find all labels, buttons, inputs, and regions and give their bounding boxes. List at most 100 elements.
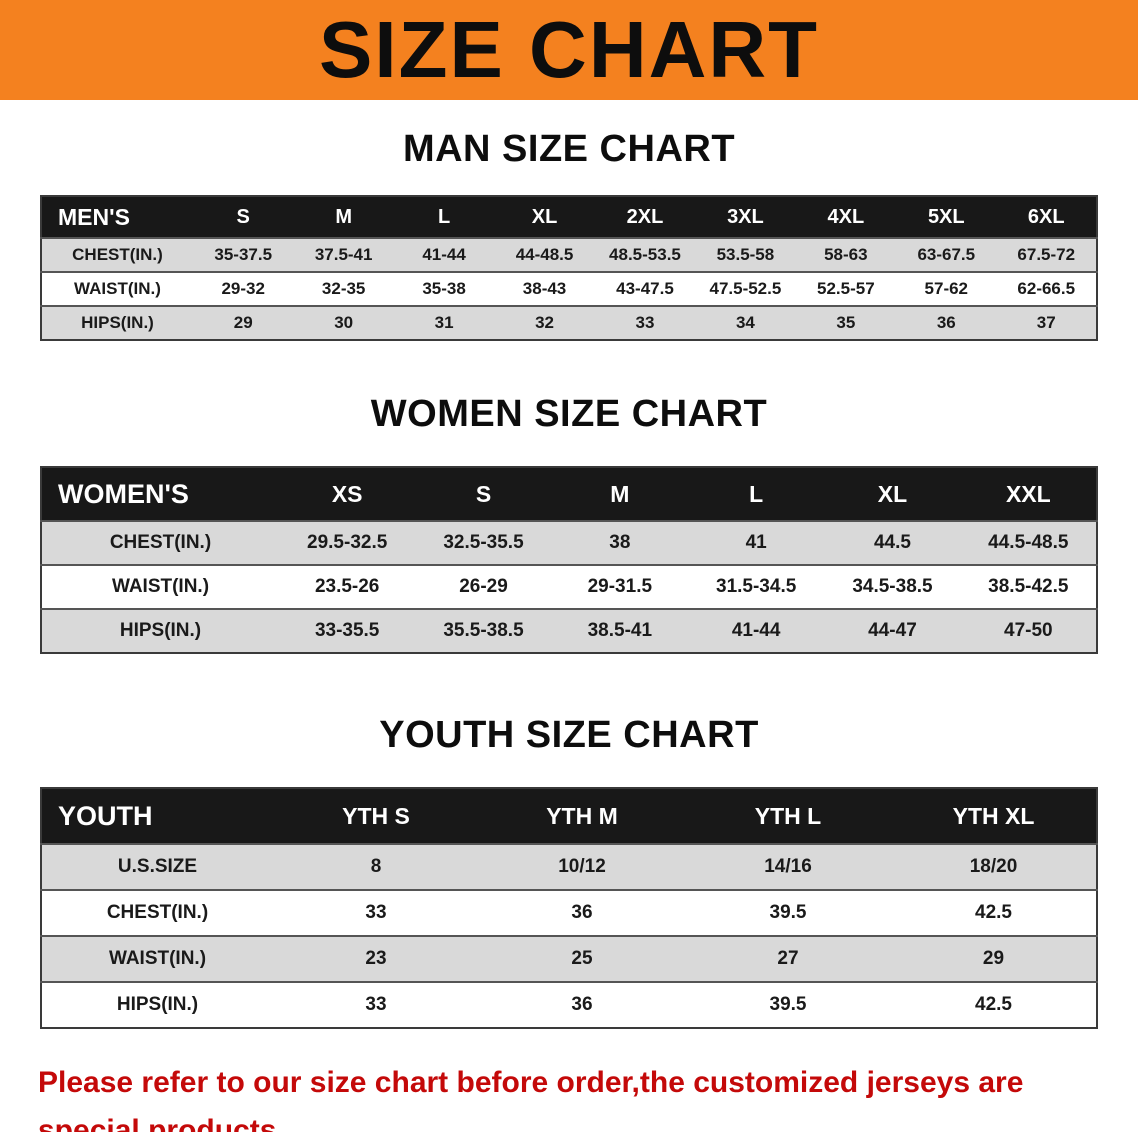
youth-size-chart-heading: YOUTH SIZE CHART: [379, 714, 759, 756]
value-cell: 39.5: [685, 981, 891, 1028]
table-row: CHEST(IN.) 35-37.5 37.5-41 41-44 44-48.5 48.5…: [41, 237, 1097, 272]
value-cell: 44.5-48.5: [960, 520, 1097, 565]
row-label-cell: HIPS(IN.): [41, 608, 279, 653]
value-cell: 29.5-32.5: [279, 520, 416, 565]
size-header-cell: 4XL: [795, 196, 897, 238]
value-cell: 30: [293, 305, 394, 340]
value-cell: 37: [996, 305, 1097, 340]
value-cell: 36: [896, 305, 997, 340]
value-cell: 38.5-41: [551, 608, 688, 653]
value-cell: 58-63: [795, 237, 897, 272]
size-header-cell: XL: [824, 467, 961, 521]
value-cell: 44-48.5: [494, 237, 595, 272]
value-cell: 35.5-38.5: [415, 608, 552, 653]
table-header-row: MEN'S S M L XL 2XL 3XL 4XL 5XL 6XL: [41, 196, 1097, 238]
value-cell: 38-43: [494, 271, 595, 306]
youth-size-table: YOUTH YTH S YTH M YTH L YTH XL U.S.SIZE 8 10/12…: [40, 787, 1098, 1029]
table-row: HIPS(IN.) 33 36 39.5 42.5: [41, 981, 1097, 1028]
size-header-cell: L: [687, 467, 825, 521]
table-row: HIPS(IN.) 33-35.5 35.5-38.5 38.5-41 41-44 44-…: [41, 608, 1097, 653]
value-cell: 43-47.5: [594, 271, 696, 306]
size-chart-banner: SIZE CHART: [0, 0, 1138, 100]
value-cell: 33: [594, 305, 696, 340]
size-header-cell: S: [193, 196, 294, 238]
size-header-cell: L: [393, 196, 495, 238]
size-header-cell: S: [415, 467, 552, 521]
value-cell: 29-32: [193, 271, 294, 306]
value-cell: 37.5-41: [293, 237, 394, 272]
size-header-cell: XS: [279, 467, 416, 521]
size-header-cell: 3XL: [695, 196, 796, 238]
value-cell: 42.5: [891, 889, 1097, 936]
table-row: U.S.SIZE 8 10/12 14/16 18/20: [41, 843, 1097, 890]
value-cell: 14/16: [685, 843, 891, 890]
value-cell: 34: [695, 305, 796, 340]
row-label-cell: HIPS(IN.): [41, 305, 193, 340]
size-header-cell: M: [293, 196, 394, 238]
size-header-cell: XXL: [960, 467, 1097, 521]
value-cell: 33: [273, 889, 479, 936]
banner-title: SIZE CHART: [319, 5, 819, 94]
value-cell: 39.5: [685, 889, 891, 936]
row-label-cell: WAIST(IN.): [41, 271, 193, 306]
value-cell: 18/20: [891, 843, 1097, 890]
value-cell: 29: [891, 935, 1097, 982]
size-header-cell: XL: [494, 196, 595, 238]
table-row: WAIST(IN.) 23 25 27 29: [41, 935, 1097, 982]
table-row: CHEST(IN.) 33 36 39.5 42.5: [41, 889, 1097, 936]
value-cell: 26-29: [415, 564, 552, 609]
men-size-table: MEN'S S M L XL 2XL 3XL 4XL 5XL 6XL CHEST(IN.) 35-37…: [40, 195, 1098, 341]
value-cell: 52.5-57: [795, 271, 897, 306]
table-header-row: WOMEN'S XS S M L XL XXL: [41, 467, 1097, 521]
women-size-table: WOMEN'S XS S M L XL XXL CHEST(IN.) 29.5-32.5 32.5…: [40, 466, 1098, 654]
row-label-cell: WAIST(IN.): [41, 564, 279, 609]
value-cell: 44.5: [824, 520, 961, 565]
row-label-cell: CHEST(IN.): [41, 520, 279, 565]
value-cell: 23.5-26: [279, 564, 416, 609]
value-cell: 36: [479, 889, 685, 936]
size-header-cell: YTH XL: [891, 788, 1097, 844]
man-size-chart-heading: MAN SIZE CHART: [402, 128, 736, 170]
value-cell: 32: [494, 305, 595, 340]
size-header-cell: 6XL: [996, 196, 1097, 238]
value-cell: 47.5-52.5: [695, 271, 796, 306]
value-cell: 31: [393, 305, 495, 340]
row-label-cell: CHEST(IN.): [41, 237, 193, 272]
table-title-cell: YOUTH: [41, 788, 273, 844]
value-cell: 27: [685, 935, 891, 982]
value-cell: 35-37.5: [193, 237, 294, 272]
value-cell: 38.5-42.5: [960, 564, 1097, 609]
row-label-cell: WAIST(IN.): [41, 935, 273, 982]
value-cell: 29-31.5: [551, 564, 688, 609]
row-label-cell: CHEST(IN.): [41, 889, 273, 936]
women-size-chart-heading: WOMEN SIZE CHART: [370, 393, 768, 435]
value-cell: 32-35: [293, 271, 394, 306]
table-title-cell: MEN'S: [41, 196, 193, 238]
table-header-row: YOUTH YTH S YTH M YTH L YTH XL: [41, 788, 1097, 844]
value-cell: 35-38: [393, 271, 495, 306]
value-cell: 38: [551, 520, 688, 565]
size-header-cell: YTH L: [685, 788, 891, 844]
size-header-cell: 2XL: [594, 196, 696, 238]
value-cell: 33: [273, 981, 479, 1028]
table-row: HIPS(IN.) 29 30 31 32 33 34 35 36 37: [41, 305, 1097, 340]
disclaimer-text: Please refer to our size chart before or…: [0, 1059, 1138, 1132]
value-cell: 25: [479, 935, 685, 982]
value-cell: 34.5-38.5: [824, 564, 961, 609]
value-cell: 8: [273, 843, 479, 890]
value-cell: 35: [795, 305, 897, 340]
value-cell: 41-44: [393, 237, 495, 272]
table-row: WAIST(IN.) 23.5-26 26-29 29-31.5 31.5-34.5 34…: [41, 564, 1097, 609]
value-cell: 41-44: [687, 608, 825, 653]
size-header-cell: YTH S: [273, 788, 479, 844]
value-cell: 41: [687, 520, 825, 565]
value-cell: 10/12: [479, 843, 685, 890]
table-row: WAIST(IN.) 29-32 32-35 35-38 38-43 43-47.5 47.…: [41, 271, 1097, 306]
table-title-cell: WOMEN'S: [41, 467, 279, 521]
size-header-cell: YTH M: [479, 788, 685, 844]
row-label-cell: HIPS(IN.): [41, 981, 273, 1028]
value-cell: 57-62: [896, 271, 997, 306]
value-cell: 47-50: [960, 608, 1097, 653]
value-cell: 48.5-53.5: [594, 237, 696, 272]
size-header-cell: M: [551, 467, 688, 521]
